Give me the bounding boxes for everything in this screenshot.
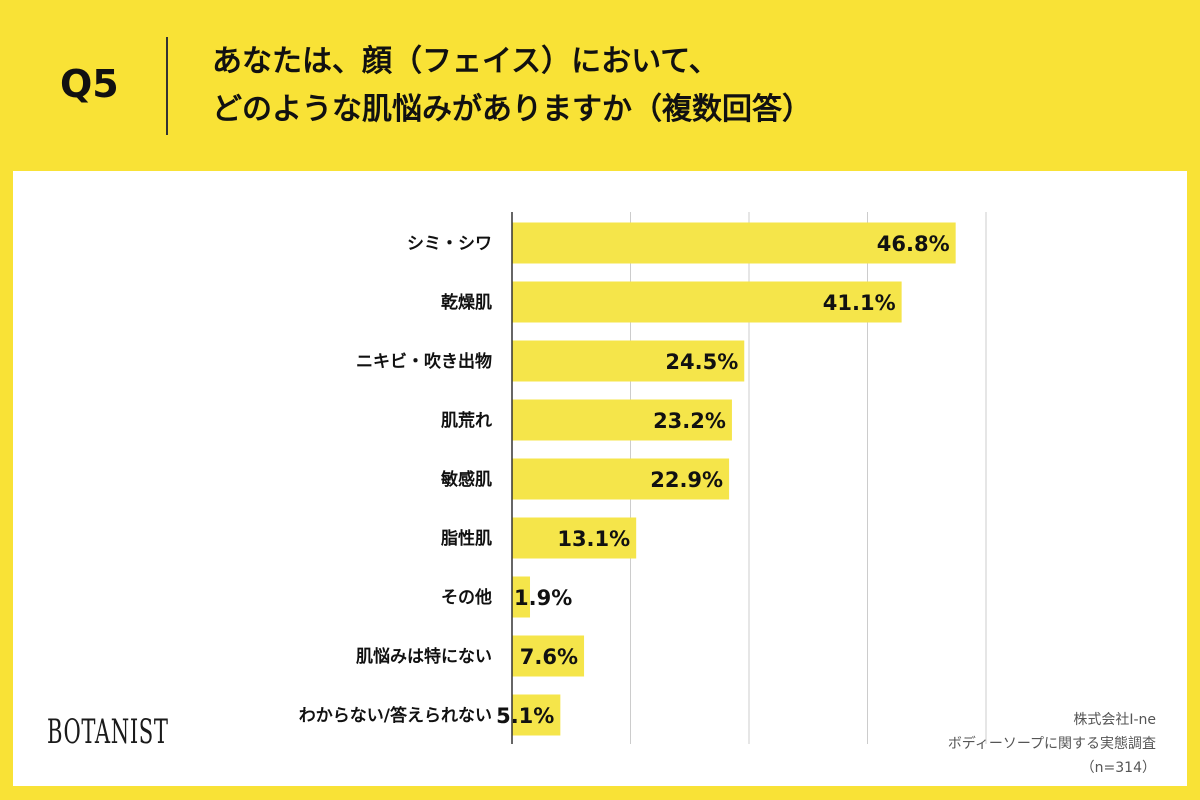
category-label: シミ・シワ <box>407 234 492 254</box>
question-title: あなたは、顔（フェイス）において、 どのような肌悩みがありますか（複数回答） <box>212 38 812 134</box>
category-label: 肌荒れ <box>441 410 492 431</box>
header-divider <box>166 37 168 135</box>
source-note: 株式会社I-ne ボディーソープに関する実態調査 （n=314） <box>948 708 1156 780</box>
bar <box>512 458 730 500</box>
botanist-logo: BOTANIST <box>47 712 169 752</box>
source-survey: ボディーソープに関する実態調査 <box>947 736 1156 752</box>
value-label: 41.1% <box>823 291 896 315</box>
category-label: その他 <box>441 587 492 608</box>
category-label: 脂性肌 <box>441 528 492 549</box>
question-title-line1: あなたは、顔（フェイス）において、 <box>212 44 719 79</box>
value-label: 22.9% <box>650 468 723 492</box>
value-label: 46.8% <box>877 232 950 256</box>
category-label: 乾燥肌 <box>441 292 492 313</box>
question-title-line2: どのような肌悩みがありますか（複数回答） <box>212 92 812 127</box>
category-label: 敏感肌 <box>440 469 492 490</box>
value-label: 7.6% <box>520 645 578 669</box>
bar <box>512 517 637 559</box>
value-label: 24.5% <box>665 350 738 374</box>
value-label: 23.2% <box>653 409 726 433</box>
category-label: わからない/答えられない <box>299 705 492 726</box>
header: Q5 あなたは、顔（フェイス）において、 どのような肌悩みがありますか（複数回答… <box>0 0 1200 170</box>
bar <box>512 399 732 441</box>
value-label: 5.1% <box>496 704 554 728</box>
source-sample: （n=314） <box>1080 760 1156 776</box>
source-company: 株式会社I-ne <box>1073 712 1156 728</box>
value-label: 1.9% <box>514 586 572 610</box>
bar <box>512 222 956 264</box>
category-label: ニキビ・吹き出物 <box>356 351 492 372</box>
bar <box>512 281 902 323</box>
bar <box>512 340 745 382</box>
question-number: Q5 <box>60 62 119 106</box>
value-label: 13.1% <box>557 527 630 551</box>
category-label: 肌悩みは特にない <box>356 646 492 667</box>
bar <box>512 576 531 618</box>
chart-panel: シミ・シワ 46.8% 乾燥肌 41.1% ニキビ・吹き出物 24.5% 肌荒れ 23.2% 敏… <box>13 171 1187 786</box>
bar <box>512 694 561 736</box>
bar <box>512 635 585 677</box>
bar-chart: シミ・シワ 46.8% 乾燥肌 41.1% ニキビ・吹き出物 24.5% 肌荒れ 23.2% 敏… <box>299 212 987 744</box>
